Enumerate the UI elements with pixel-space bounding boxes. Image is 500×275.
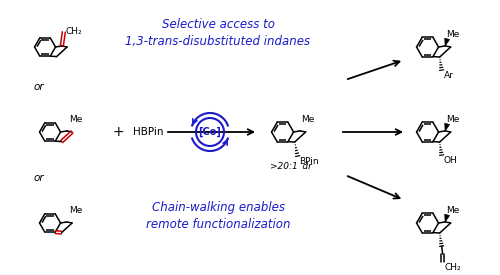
Text: Me: Me (69, 115, 82, 124)
Text: OH: OH (444, 156, 458, 165)
Text: or: or (34, 173, 44, 183)
Text: Selective access to: Selective access to (162, 18, 274, 32)
Text: 1,3-trans-disubstituted indanes: 1,3-trans-disubstituted indanes (126, 35, 310, 48)
Text: CH₂: CH₂ (444, 263, 462, 272)
Text: Chain-walking enables: Chain-walking enables (152, 200, 284, 213)
Text: Me: Me (301, 115, 314, 124)
Polygon shape (444, 214, 450, 222)
Text: HBPin: HBPin (133, 127, 164, 137)
Text: Ar: Ar (444, 71, 454, 80)
Text: remote functionalization: remote functionalization (146, 218, 290, 230)
Text: Me: Me (446, 30, 460, 39)
Text: Me: Me (69, 206, 82, 215)
Text: CH₂: CH₂ (66, 28, 82, 37)
Polygon shape (444, 123, 450, 131)
Text: Me: Me (446, 206, 460, 215)
Polygon shape (444, 38, 450, 46)
Text: [Co]: [Co] (198, 127, 222, 137)
Text: BPin: BPin (298, 157, 318, 166)
Text: >20:1  dr: >20:1 dr (270, 162, 312, 171)
Text: or: or (34, 82, 44, 92)
Text: +: + (112, 125, 124, 139)
Text: Me: Me (446, 115, 460, 124)
